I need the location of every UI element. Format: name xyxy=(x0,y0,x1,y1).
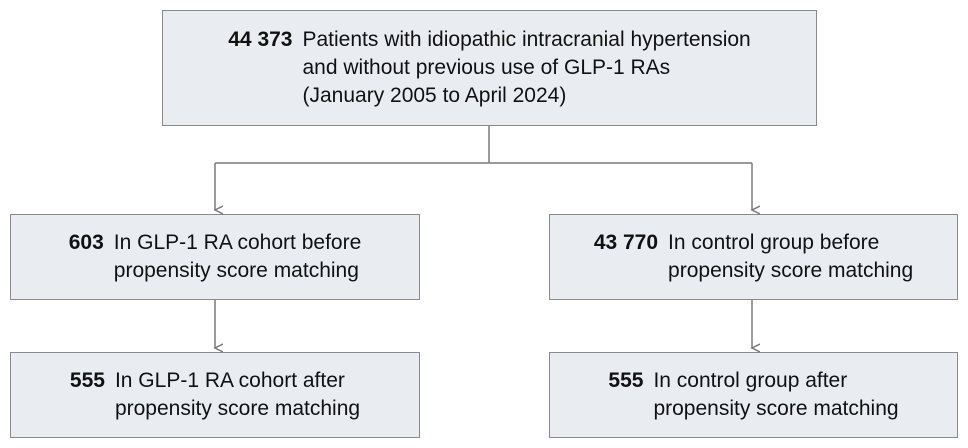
flow-box: 603 In GLP-1 RA cohort before propensity s… xyxy=(10,214,420,300)
count: 555 xyxy=(69,369,105,392)
label: In GLP-1 RA cohort before propensity scor… xyxy=(114,229,361,285)
label-line: propensity score matching xyxy=(653,397,899,420)
label-line: (January 2005 to April 2024) xyxy=(302,84,567,107)
label-line: In GLP-1 RA cohort after xyxy=(114,369,345,392)
label-line: In control group after xyxy=(653,369,848,392)
label-line: propensity score matching xyxy=(668,259,914,282)
flow-box: 43 770 In control group before propensity … xyxy=(549,214,958,300)
box-content: 44 373 Patients with idiopathic intracran… xyxy=(228,26,750,110)
box-content: 555 In GLP-1 RA cohort after propensity sc… xyxy=(70,367,360,423)
box-content: 603 In GLP-1 RA cohort before propensity s… xyxy=(69,229,362,285)
box-content: 555 In control group after propensity scor… xyxy=(608,367,898,423)
label: In GLP-1 RA cohort after propensity score… xyxy=(115,367,360,423)
flow-box: 44 373 Patients with idiopathic intracran… xyxy=(162,10,817,126)
label-line: In control group before xyxy=(668,231,880,254)
flow-box: 555 In control group after propensity scor… xyxy=(549,352,958,438)
arrows xyxy=(215,126,752,348)
flow-box: 555 In GLP-1 RA cohort after propensity sc… xyxy=(10,352,420,438)
label-line: Patients with idiopathic intracranial hy… xyxy=(302,28,751,51)
count: 555 xyxy=(608,369,644,392)
label-line: propensity score matching xyxy=(113,259,359,282)
label: In control group before propensity score … xyxy=(668,229,913,285)
count: 603 xyxy=(68,231,104,254)
count: 44 373 xyxy=(228,28,293,51)
label: In control group after propensity score m… xyxy=(653,367,898,423)
label-line: and without previous use of GLP-1 RAs xyxy=(302,56,671,79)
count: 43 770 xyxy=(593,231,659,254)
label-line: propensity score matching xyxy=(114,397,361,420)
box-content: 43 770 In control group before propensity … xyxy=(594,229,913,285)
label-line: In GLP-1 RA cohort before xyxy=(113,231,362,254)
label: Patients with idiopathic intracranial hy… xyxy=(302,26,750,110)
